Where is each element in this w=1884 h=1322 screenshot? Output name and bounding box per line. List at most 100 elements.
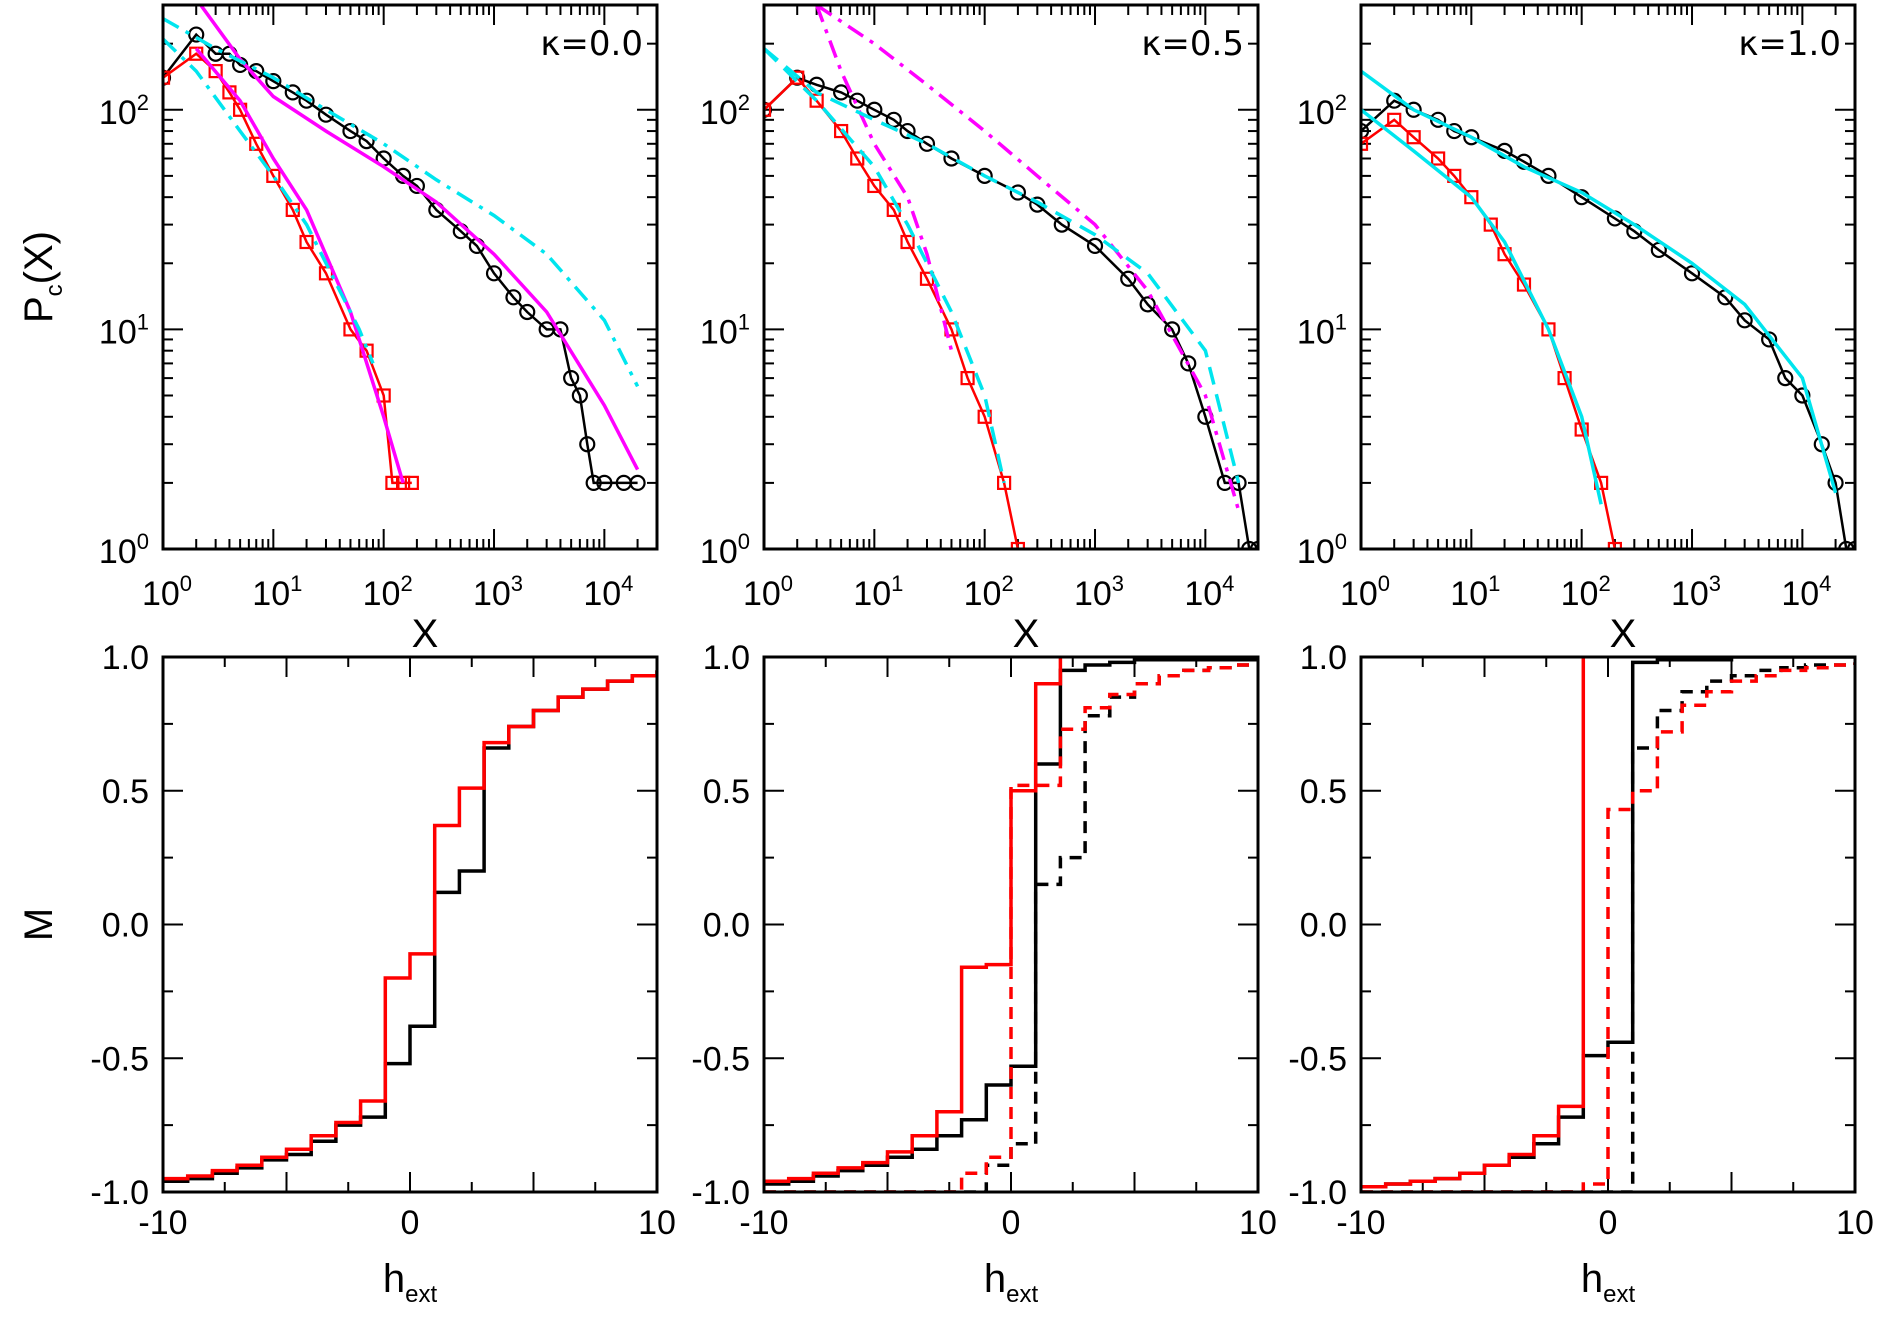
plot-frame [161,3,659,551]
data-point [918,135,936,152]
data-point [1736,312,1753,329]
series-black [163,670,657,1184]
data-point [943,150,960,167]
series-magenta-fit-narrow- [194,47,405,484]
data-point [299,234,314,250]
plot-frame [161,655,659,1194]
x-tick-label: -10 [1336,1204,1385,1242]
data-point [1483,217,1498,232]
series-cyan-dash-dot-broad- [163,17,640,388]
series-red [163,670,657,1181]
data-point [1241,540,1258,549]
data-point [977,409,992,424]
data-point [285,202,300,218]
data-point [1464,190,1479,205]
data-point [1777,370,1794,387]
panel-bottom-right: -10 0 10 -1.0 -0.5 0.0 0.5 1.0 hext [1288,639,1874,1308]
x-tick-label: 101 [252,571,302,613]
data-point [571,387,588,404]
y-tick-label: -0.5 [691,1040,750,1078]
data-point [1431,151,1446,166]
x-axis-title: X [412,612,439,656]
series-black-circles [764,76,1258,549]
x-tick-label: 103 [1671,571,1721,613]
series-magenta-dash-dot-narrow- [814,5,954,352]
data-point [849,92,866,109]
y-tick-label: 0.5 [703,773,750,811]
data-point [485,265,503,282]
x-tick-label: -10 [739,1204,788,1242]
x-tick-label: 0 [1002,1204,1021,1242]
data-point [563,370,580,387]
y-axis-title: M [17,908,61,941]
x-tick-label: 0 [1599,1204,1618,1242]
data-point [1086,237,1104,254]
y-tick-label: 0.0 [703,907,750,945]
x-tick-label: 10 [1239,1204,1277,1242]
data-point [629,474,646,491]
y-tick-label: 100 [700,529,750,571]
kappa-label: κ=0.5 [1141,24,1244,64]
series-red-dashed [764,663,1258,1192]
data-point [867,178,882,194]
kappa-label: κ=0.0 [540,24,643,64]
data-point [188,26,205,43]
y-tick-label: 102 [99,90,149,132]
y-tick-label: 1.0 [1300,639,1347,677]
x-axis-title: X [1013,612,1040,656]
y-tick-label: 101 [99,309,149,351]
data-point [1361,122,1370,140]
x-tick-label: 102 [1561,571,1611,613]
data-point [1794,387,1811,404]
x-tick-label: 104 [583,571,633,613]
data-point [249,136,264,151]
data-point [1838,540,1855,549]
panel-bottom-middle: -10 0 10 -1.0 -0.5 0.0 0.5 1.0 hext [691,639,1277,1308]
data-point [900,234,915,250]
series-red-squares [163,52,412,485]
y-tick-label: 0.0 [102,907,149,945]
series-cyan-dashed-broad- [764,47,1241,484]
x-tick-label: 10 [638,1204,676,1242]
data-point [866,101,883,118]
series-cyan-fit-broad- [1361,69,1838,494]
plot-frame [762,3,1260,551]
panel-bottom-left: -10 0 10 -1.0 -0.5 0.0 0.5 1.0 hext M [17,639,676,1308]
series-red-squares [1361,118,1617,549]
y-tick-label: 100 [99,529,149,571]
data-point [997,475,1012,490]
data-point [1607,541,1622,549]
x-tick-label: 102 [964,571,1014,613]
plot-frame [1359,3,1857,551]
kappa-label: κ=1.0 [1738,24,1841,64]
y-axis-title: Pc(X) [17,231,68,323]
x-tick-label: 104 [1781,571,1831,613]
data-point [833,84,850,101]
data-point [764,102,772,117]
x-axis-title: hext [984,1257,1039,1308]
data-point [850,151,865,166]
x-tick-label: 103 [1074,571,1124,613]
data-point [1405,101,1422,118]
data-point [1541,322,1556,337]
data-point [834,123,849,139]
data-point [505,289,522,306]
data-point [208,64,223,79]
data-point [265,73,282,90]
data-point [1180,355,1197,372]
data-point [1683,265,1701,282]
data-point [1361,136,1369,151]
series-magenta-dash-dot-broad- [815,5,1241,511]
y-tick-label: 0.5 [1300,773,1347,811]
data-point [1387,112,1402,127]
data-point [1010,541,1025,549]
series-cyan-fit-narrow- [1361,108,1603,505]
y-tick-label: 100 [1297,529,1347,571]
y-tick-label: -0.5 [1288,1040,1347,1078]
data-point [342,122,359,140]
x-tick-label: 101 [853,571,903,613]
y-tick-label: 102 [1297,90,1347,132]
data-point [1761,331,1778,348]
